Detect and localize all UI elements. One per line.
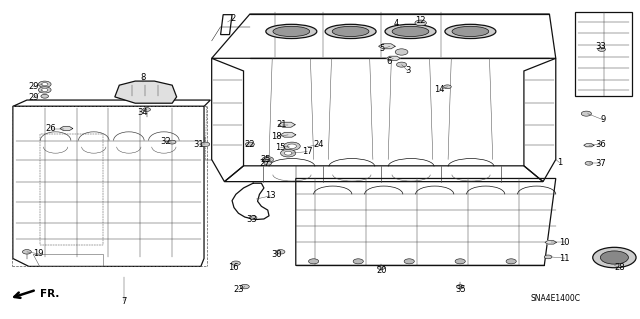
Text: 3: 3	[405, 66, 411, 76]
Text: 14: 14	[435, 85, 445, 94]
Circle shape	[276, 250, 285, 254]
Ellipse shape	[593, 247, 636, 268]
Text: 24: 24	[314, 140, 324, 149]
Circle shape	[395, 49, 408, 55]
Circle shape	[249, 216, 257, 219]
Circle shape	[353, 259, 364, 264]
Text: 35: 35	[455, 285, 465, 294]
Polygon shape	[545, 241, 556, 244]
Polygon shape	[387, 56, 400, 60]
Text: 10: 10	[559, 238, 570, 247]
Text: 11: 11	[559, 254, 570, 263]
Text: 13: 13	[265, 191, 276, 200]
Circle shape	[38, 87, 51, 93]
Text: 25: 25	[260, 155, 271, 164]
Circle shape	[581, 111, 591, 116]
Ellipse shape	[332, 26, 369, 37]
Polygon shape	[60, 127, 73, 130]
Polygon shape	[584, 144, 594, 147]
Circle shape	[41, 94, 49, 98]
Circle shape	[241, 285, 249, 289]
Polygon shape	[278, 122, 295, 127]
Circle shape	[284, 151, 292, 155]
Text: 5: 5	[380, 44, 385, 53]
Text: 32: 32	[161, 137, 171, 146]
Text: 15: 15	[275, 143, 285, 152]
Text: 27: 27	[260, 159, 271, 168]
Circle shape	[264, 161, 271, 165]
Text: 29: 29	[28, 82, 38, 91]
Circle shape	[396, 62, 406, 67]
Ellipse shape	[600, 251, 628, 264]
Circle shape	[456, 285, 464, 288]
Polygon shape	[379, 44, 395, 49]
Text: 16: 16	[228, 263, 239, 272]
Circle shape	[506, 259, 516, 264]
Text: 2: 2	[230, 14, 236, 23]
Circle shape	[38, 81, 51, 87]
Text: 22: 22	[244, 140, 255, 149]
Text: 33: 33	[246, 215, 257, 224]
Circle shape	[232, 261, 241, 265]
Circle shape	[287, 144, 296, 148]
Ellipse shape	[385, 24, 436, 39]
Ellipse shape	[266, 24, 317, 39]
Text: 12: 12	[415, 16, 426, 25]
Circle shape	[544, 255, 552, 259]
Circle shape	[280, 149, 296, 157]
Text: 33: 33	[595, 42, 605, 51]
Polygon shape	[280, 132, 296, 137]
Circle shape	[143, 108, 150, 111]
Text: FR.: FR.	[40, 289, 59, 299]
Text: SNA4E1400C: SNA4E1400C	[531, 294, 580, 303]
Text: 28: 28	[614, 263, 625, 272]
Text: 1: 1	[557, 158, 562, 167]
Text: 31: 31	[194, 140, 204, 149]
Text: 8: 8	[140, 73, 145, 82]
Circle shape	[308, 259, 319, 264]
Text: 30: 30	[271, 250, 282, 259]
Text: 37: 37	[595, 159, 605, 168]
Text: 36: 36	[595, 140, 605, 149]
Text: 4: 4	[394, 19, 399, 28]
Text: 19: 19	[33, 249, 44, 258]
Circle shape	[42, 88, 48, 92]
Text: 23: 23	[233, 285, 244, 294]
Circle shape	[455, 259, 465, 264]
Circle shape	[284, 142, 300, 150]
Ellipse shape	[445, 24, 496, 39]
Ellipse shape	[273, 26, 310, 37]
Circle shape	[22, 250, 31, 254]
Text: 9: 9	[601, 115, 606, 124]
Text: 18: 18	[271, 132, 282, 141]
Circle shape	[168, 140, 176, 144]
Circle shape	[378, 266, 385, 270]
Circle shape	[598, 48, 605, 51]
Text: 26: 26	[46, 124, 56, 133]
Ellipse shape	[392, 26, 429, 37]
Circle shape	[404, 259, 414, 264]
Circle shape	[246, 142, 254, 146]
Text: 6: 6	[386, 57, 392, 66]
Polygon shape	[115, 81, 177, 103]
Text: 17: 17	[302, 147, 312, 156]
Text: 34: 34	[138, 108, 148, 117]
Text: 29: 29	[28, 93, 38, 102]
Circle shape	[42, 83, 48, 86]
Text: 21: 21	[276, 120, 287, 129]
Circle shape	[201, 142, 210, 146]
Ellipse shape	[452, 26, 489, 37]
Circle shape	[262, 157, 273, 162]
Circle shape	[264, 158, 271, 161]
Circle shape	[444, 85, 451, 89]
Text: 7: 7	[121, 297, 127, 306]
Text: 20: 20	[376, 266, 387, 275]
Circle shape	[585, 161, 593, 165]
Ellipse shape	[325, 24, 376, 39]
Circle shape	[415, 20, 426, 26]
